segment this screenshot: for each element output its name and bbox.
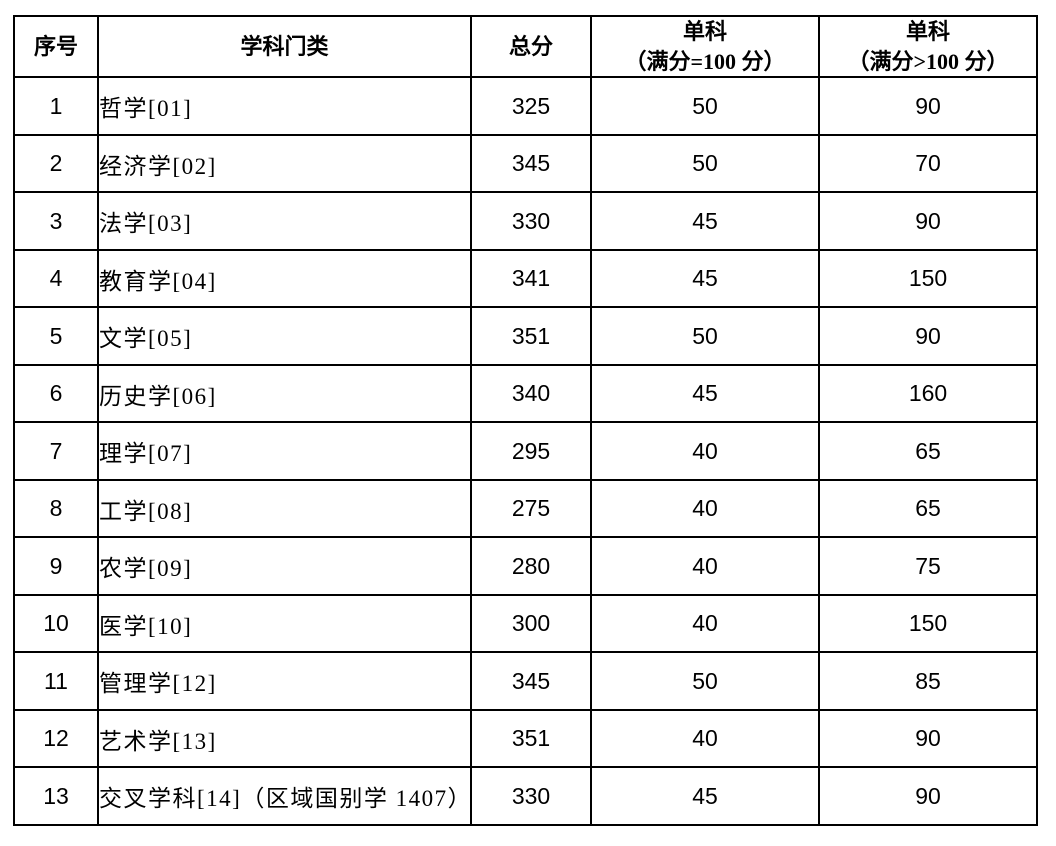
total-score-cell: 345	[470, 651, 592, 711]
table-row: 3 法学[03] 330 45 90	[13, 191, 1038, 251]
single-subject-100-cell: 45	[590, 766, 820, 826]
category-cell: 艺术学[13]	[97, 708, 472, 769]
total-score-cell: 300	[470, 593, 592, 654]
row-number-cell: 4	[13, 248, 99, 309]
total-score-cell: 351	[470, 708, 592, 769]
category-cell: 交叉学科[14]（区域国别学 1407）	[97, 766, 472, 826]
single-subject-over-100-cell: 90	[818, 306, 1038, 366]
single-subject-100-cell: 40	[590, 708, 820, 769]
table-row: 11 管理学[12] 345 50 85	[13, 651, 1038, 711]
table-row: 12 艺术学[13] 351 40 90	[13, 708, 1038, 769]
single-subject-over-100-cell: 75	[818, 536, 1038, 596]
header-row-number: 序号	[13, 14, 99, 79]
table-row: 7 理学[07] 295 40 65	[13, 421, 1038, 481]
row-number-cell: 5	[13, 306, 99, 366]
single-subject-100-cell: 40	[590, 478, 820, 539]
single-subject-over-100-cell: 90	[818, 766, 1038, 826]
total-score-cell: 280	[470, 536, 592, 596]
row-number-cell: 8	[13, 478, 99, 539]
category-cell: 理学[07]	[97, 421, 472, 481]
single-subject-100-cell: 40	[590, 536, 820, 596]
total-score-cell: 340	[470, 363, 592, 424]
score-table: 序号 学科门类 总分 单科 （满分=100 分） 单科 （满分>100 分） 1…	[13, 14, 1038, 826]
header-subject-category: 学科门类	[97, 14, 472, 79]
category-cell: 工学[08]	[97, 478, 472, 539]
row-number-cell: 12	[13, 708, 99, 769]
total-score-cell: 330	[470, 766, 592, 826]
row-number-cell: 6	[13, 363, 99, 424]
row-number-cell: 11	[13, 651, 99, 711]
row-number-cell: 13	[13, 766, 99, 826]
single-subject-100-cell: 45	[590, 191, 820, 251]
single-subject-100-cell: 50	[590, 651, 820, 711]
table-row: 10 医学[10] 300 40 150	[13, 593, 1038, 654]
category-cell: 文学[05]	[97, 306, 472, 366]
category-cell: 农学[09]	[97, 536, 472, 596]
table-row: 6 历史学[06] 340 45 160	[13, 363, 1038, 424]
total-score-cell: 330	[470, 191, 592, 251]
total-score-cell: 295	[470, 421, 592, 481]
category-cell: 经济学[02]	[97, 133, 472, 194]
total-score-cell: 325	[470, 76, 592, 136]
row-number-cell: 9	[13, 536, 99, 596]
single-subject-100-cell: 50	[590, 306, 820, 366]
header-single-subject-over-100: 单科 （满分>100 分）	[818, 14, 1038, 79]
total-score-cell: 275	[470, 478, 592, 539]
category-cell: 教育学[04]	[97, 248, 472, 309]
total-score-cell: 345	[470, 133, 592, 194]
table-header: 序号 学科门类 总分 单科 （满分=100 分） 单科 （满分>100 分）	[13, 14, 1038, 79]
category-cell: 历史学[06]	[97, 363, 472, 424]
category-cell: 法学[03]	[97, 191, 472, 251]
single-subject-over-100-cell: 90	[818, 76, 1038, 136]
single-subject-100-cell: 40	[590, 593, 820, 654]
row-number-cell: 10	[13, 593, 99, 654]
category-cell: 管理学[12]	[97, 651, 472, 711]
table-row: 13 交叉学科[14]（区域国别学 1407） 330 45 90	[13, 766, 1038, 826]
single-subject-over-100-cell: 65	[818, 421, 1038, 481]
single-subject-over-100-cell: 65	[818, 478, 1038, 539]
single-subject-over-100-cell: 90	[818, 191, 1038, 251]
header-single-subject-100: 单科 （满分=100 分）	[590, 14, 820, 79]
single-subject-100-cell: 50	[590, 133, 820, 194]
single-subject-100-cell: 45	[590, 248, 820, 309]
total-score-cell: 341	[470, 248, 592, 309]
single-subject-100-cell: 50	[590, 76, 820, 136]
table-row: 9 农学[09] 280 40 75	[13, 536, 1038, 596]
category-cell: 哲学[01]	[97, 76, 472, 136]
single-subject-over-100-cell: 160	[818, 363, 1038, 424]
single-subject-over-100-cell: 70	[818, 133, 1038, 194]
row-number-cell: 2	[13, 133, 99, 194]
single-subject-over-100-cell: 85	[818, 651, 1038, 711]
table-row: 5 文学[05] 351 50 90	[13, 306, 1038, 366]
single-subject-over-100-cell: 150	[818, 248, 1038, 309]
table-row: 1 哲学[01] 325 50 90	[13, 76, 1038, 136]
header-row: 序号 学科门类 总分 单科 （满分=100 分） 单科 （满分>100 分）	[13, 14, 1038, 79]
table-row: 4 教育学[04] 341 45 150	[13, 248, 1038, 309]
table-body: 1 哲学[01] 325 50 90 2 经济学[02] 345 50 70 3 法学[03] 330 4…	[13, 76, 1038, 826]
single-subject-over-100-cell: 90	[818, 708, 1038, 769]
single-subject-100-cell: 40	[590, 421, 820, 481]
total-score-cell: 351	[470, 306, 592, 366]
header-total-score: 总分	[470, 14, 592, 79]
single-subject-over-100-cell: 150	[818, 593, 1038, 654]
row-number-cell: 7	[13, 421, 99, 481]
category-cell: 医学[10]	[97, 593, 472, 654]
table-row: 2 经济学[02] 345 50 70	[13, 133, 1038, 194]
single-subject-100-cell: 45	[590, 363, 820, 424]
table-row: 8 工学[08] 275 40 65	[13, 478, 1038, 539]
row-number-cell: 3	[13, 191, 99, 251]
row-number-cell: 1	[13, 76, 99, 136]
